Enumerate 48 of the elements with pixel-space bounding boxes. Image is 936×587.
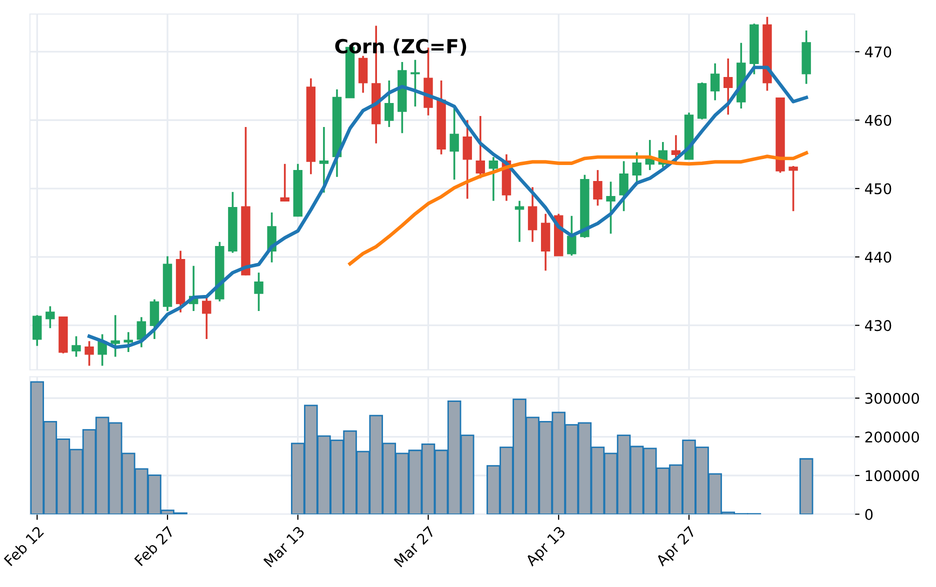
y-tick-label: 300000: [865, 392, 919, 404]
line-series: [348, 151, 808, 266]
x-tick-label: Apr 27: [655, 526, 698, 569]
x-tick-label: Feb 27: [134, 526, 175, 566]
x-tick-label: Mar 13: [263, 526, 306, 568]
candlestick: [72, 335, 81, 358]
candlestick: [319, 126, 329, 194]
candlestick: [280, 162, 290, 202]
candlestick: [450, 106, 459, 181]
candlestick: [202, 296, 212, 340]
candlestick: [528, 186, 538, 243]
candlestick: [619, 160, 628, 212]
y-tick-label: 200000: [865, 432, 919, 443]
y-tick-label: 470: [865, 46, 892, 58]
candlestick: [476, 115, 485, 180]
candlestick: [410, 59, 420, 108]
candlestick: [32, 314, 42, 347]
candlestick: [46, 305, 55, 329]
candlestick: [254, 272, 264, 312]
candlestick: [593, 169, 602, 207]
candlestick: [358, 54, 368, 94]
candlestick: [150, 298, 160, 340]
y-tick-label: 0: [865, 508, 873, 520]
candlestick: [98, 333, 107, 367]
bar: [799, 458, 814, 514]
candlestick: [606, 180, 616, 235]
candlestick: [710, 62, 720, 102]
x-tick-label: Feb 12: [3, 526, 44, 566]
x-tick-label: Mar 27: [394, 526, 436, 568]
candlestick: [788, 165, 798, 212]
candlestick: [124, 331, 133, 353]
candlestick: [567, 214, 576, 256]
candlestick: [136, 316, 146, 348]
y-tick-label: 100000: [866, 470, 919, 482]
y-tick-label: 450: [865, 183, 892, 194]
x-tick-label: Apr 13: [524, 526, 568, 569]
candlestick: [632, 151, 642, 183]
y-tick-label: 460: [865, 114, 892, 126]
candlestick: [671, 134, 681, 163]
y-tick-label: 440: [865, 252, 892, 263]
candlestick: [724, 58, 733, 116]
candlestick: [462, 119, 472, 200]
candlestick: [110, 314, 120, 358]
candlestick: [84, 340, 94, 367]
candlestick: [384, 80, 394, 128]
candlestick: [488, 156, 498, 202]
candlestick: [514, 200, 524, 243]
y-tick-label: 430: [865, 320, 892, 332]
